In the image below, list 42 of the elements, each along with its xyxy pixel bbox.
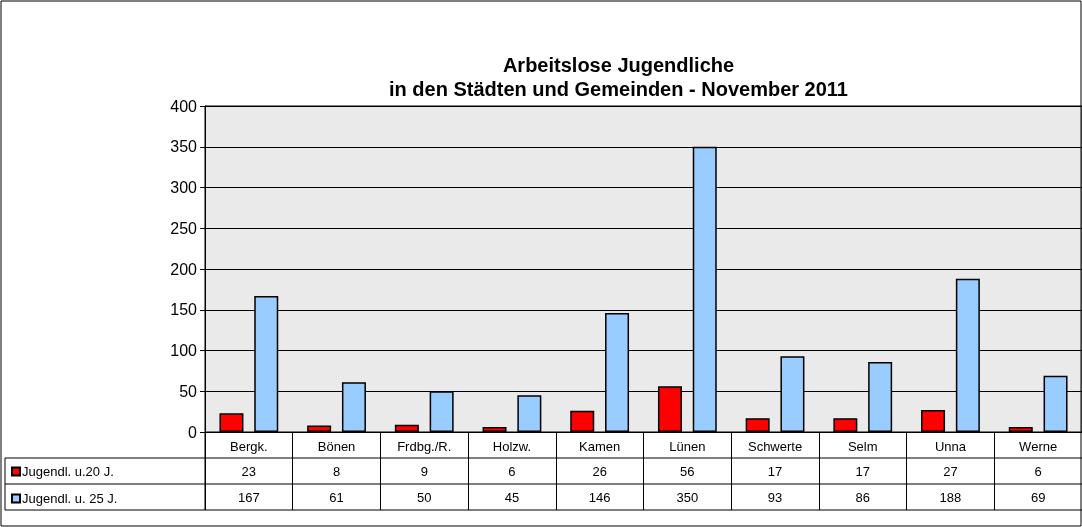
x-tick-label: Schwerte: [747, 439, 803, 454]
x-tick-label: Bergk.: [230, 439, 268, 454]
x-tick-label: Unna: [934, 439, 967, 454]
data-label: 6: [1034, 463, 1042, 479]
x-tick-label: Frdbg./R.: [397, 439, 452, 454]
y-tick-label: 300: [170, 179, 198, 196]
x-tick-label: Werne: [1019, 439, 1058, 454]
y-tick-label: 350: [170, 138, 198, 156]
y-tick-label: 400: [170, 97, 198, 115]
x-tick-label: Kamen: [579, 439, 621, 454]
data-label: 17: [855, 463, 870, 479]
x-tick-label: Bönen: [317, 439, 356, 454]
data-label: 9: [420, 463, 428, 479]
data-label: 86: [855, 489, 870, 505]
data-label: 56: [680, 463, 695, 479]
legend-label: Jugendl. u. 25 J.: [22, 491, 118, 506]
data-label: 188: [939, 489, 962, 505]
x-tick-label: Lünen: [669, 439, 706, 454]
data-label: 45: [504, 489, 520, 505]
data-label: 61: [329, 489, 344, 505]
y-tick-label: 150: [170, 301, 198, 319]
data-label: 350: [676, 489, 699, 505]
data-label: 167: [238, 489, 260, 505]
y-tick-label: 50: [179, 382, 198, 400]
data-label: 26: [592, 463, 607, 479]
y-tick-label: 0: [188, 423, 198, 441]
data-label: 8: [332, 463, 341, 479]
data-label: 50: [417, 489, 432, 505]
data-label: 27: [943, 463, 958, 479]
y-tick-label: 200: [170, 260, 198, 278]
data-label: 17: [767, 463, 783, 479]
legend-label: Jugendl. u.20 J.: [22, 464, 114, 479]
x-tick-label: Holzw.: [492, 439, 532, 454]
y-tick-label: 100: [170, 342, 198, 359]
chart-title: Arbeitslose Jugendliche in den Städten und Gemeinden - November 2011: [389, 54, 848, 100]
data-label: 146: [588, 489, 611, 505]
data-label: 93: [767, 489, 783, 505]
data-label: 23: [241, 463, 257, 479]
x-tick-label: Selm: [847, 439, 878, 454]
data-label: 69: [1030, 489, 1046, 505]
y-tick-label: 250: [170, 219, 198, 237]
data-label: 6: [508, 463, 516, 479]
